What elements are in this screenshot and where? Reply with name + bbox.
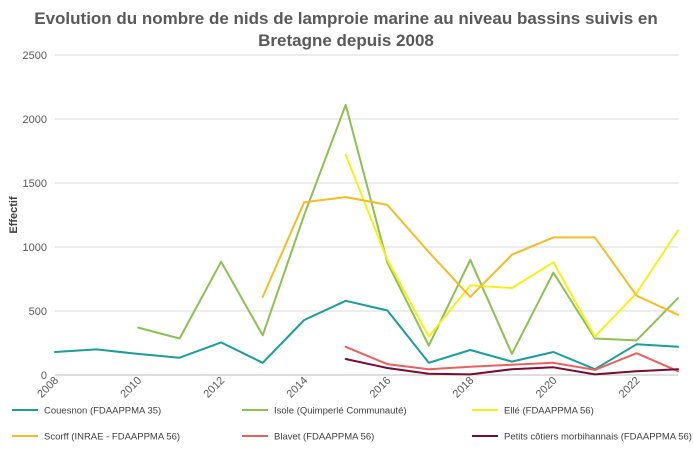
series-line-1 [137, 103, 679, 355]
y-tick-label: 2500 [23, 50, 47, 62]
y-tick-label: 500 [29, 306, 47, 318]
y-axis-label: Effectif [8, 196, 20, 234]
legend-label-5: Petits côtiers morbihannais (FDAAPPMA 56… [504, 432, 692, 443]
legend-label-4: Blavet (FDAAPPMA 56) [274, 432, 374, 443]
x-tick-label: 2014 [285, 375, 311, 401]
x-tick-label: 2022 [617, 375, 643, 401]
chart-title-line-2: Bretagne depuis 2008 [258, 31, 434, 50]
series-line-3 [261, 196, 679, 316]
y-tick-label: 2000 [23, 114, 47, 126]
series-line-2 [344, 153, 679, 338]
y-tick-label: 0 [41, 370, 47, 382]
series-line-4 [344, 345, 679, 373]
series-lines [54, 103, 679, 376]
x-tick-label: 2010 [118, 375, 144, 401]
legend-label-0: Couesnon (FDAAPPMA 35) [44, 406, 161, 417]
x-tick-label: 2020 [534, 375, 560, 401]
legend: Couesnon (FDAAPPMA 35) Isole (Quimperlé C… [12, 406, 692, 443]
series-line-5 [344, 358, 679, 376]
y-tick-label: 1500 [23, 178, 47, 190]
x-tick-label: 2012 [201, 375, 227, 401]
legend-label-2: Ellé (FDAAPPMA 56) [504, 406, 594, 417]
x-tick-label: 2016 [368, 375, 394, 401]
chart-title-line-1: Evolution du nombre de nids de lamproie … [34, 9, 658, 28]
x-tick-label: 2008 [35, 375, 61, 401]
legend-label-1: Isole (Quimperlé Communauté) [274, 406, 407, 417]
series-line-0 [54, 299, 679, 371]
y-tick-label: 1000 [23, 242, 47, 254]
legend-label-3: Scorff (INRAE - FDAAPPMA 56) [44, 432, 180, 443]
x-tick-label: 2018 [451, 375, 477, 401]
